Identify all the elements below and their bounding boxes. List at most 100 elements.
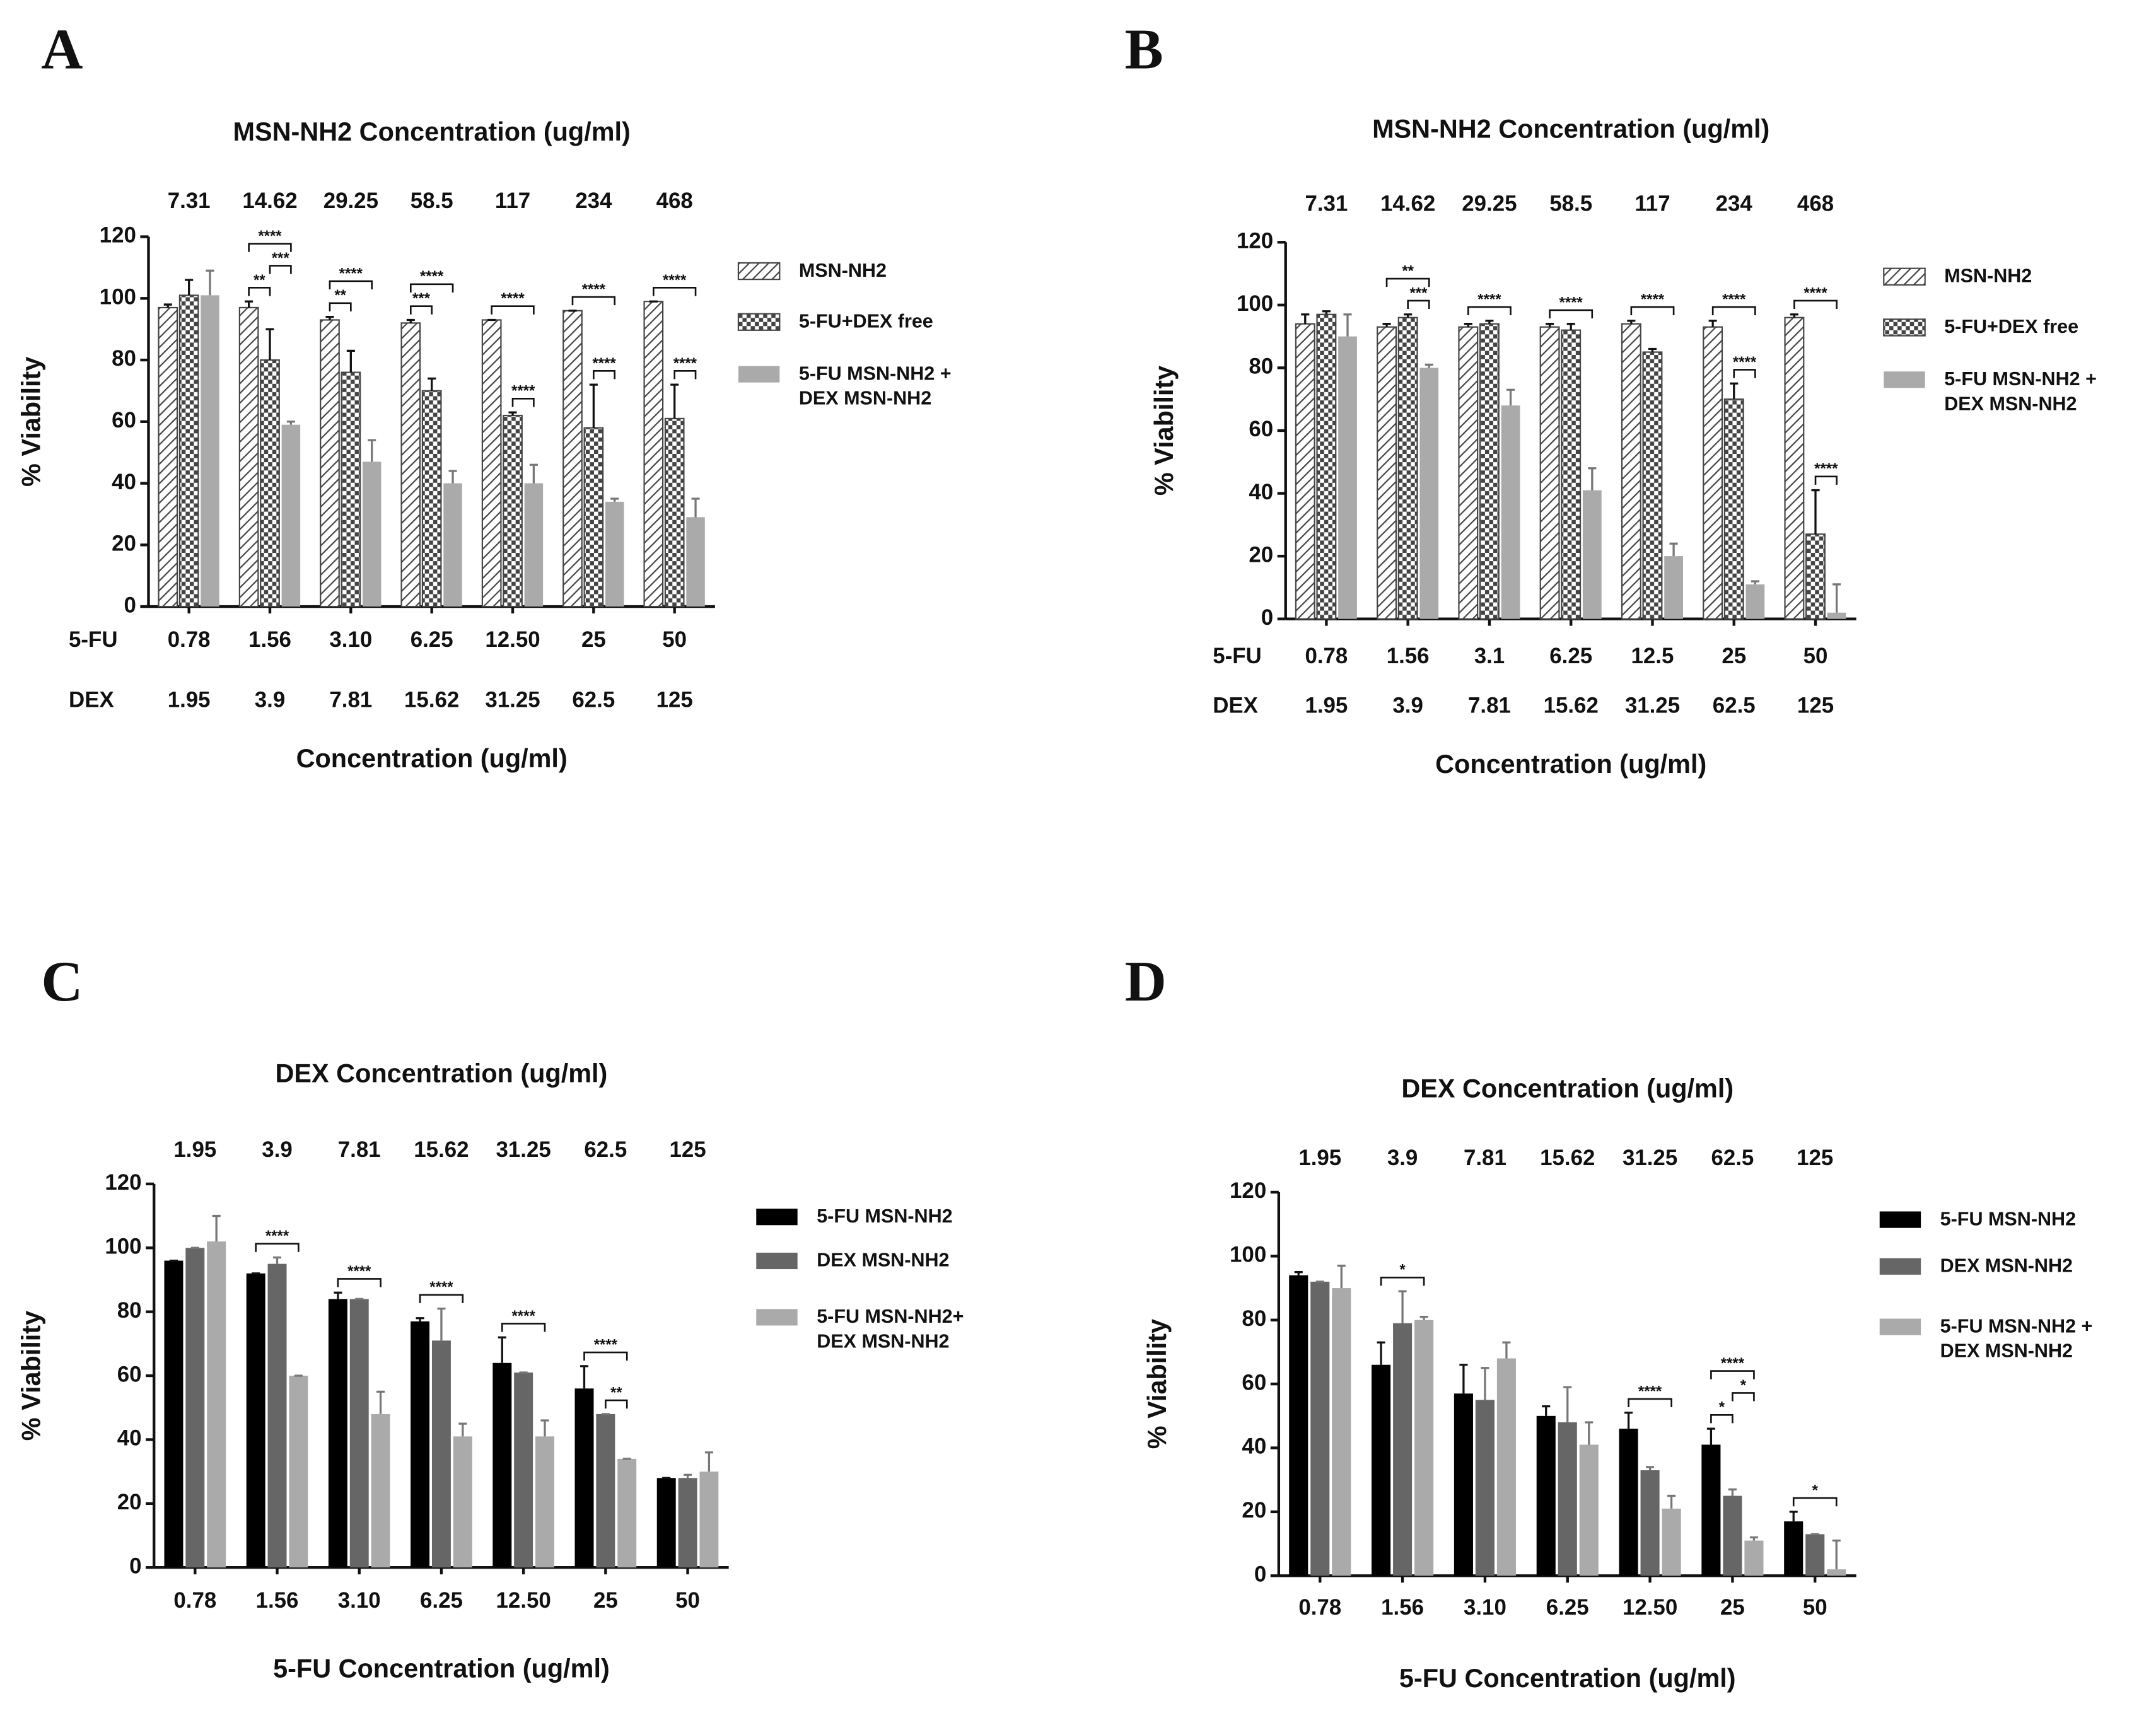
legend-label: 5-FU MSN-NH2+ DEX MSN-NH2	[817, 1304, 964, 1352]
bar	[686, 517, 705, 607]
legend-label-box: 5-FU MSN-NH2+ DEX MSN-NH2	[817, 1304, 964, 1352]
significance-bracket	[329, 280, 373, 289]
bar	[1805, 1534, 1825, 1576]
error-bar	[1624, 1412, 1633, 1429]
y-tick-label: 120	[1230, 1178, 1266, 1203]
error-bar	[580, 1365, 589, 1389]
x-tick-label: 1.56	[1381, 1595, 1424, 1620]
bar	[1805, 533, 1826, 620]
significance-bracket	[1380, 1277, 1425, 1286]
bar	[453, 1436, 472, 1568]
bar	[562, 310, 583, 608]
legend-swatch	[1879, 1258, 1921, 1275]
panel-letter: B	[1125, 17, 1163, 81]
top-tick-label: 29.25	[323, 189, 378, 213]
error-bar	[1588, 467, 1597, 491]
error-bar	[1464, 323, 1472, 327]
bar	[1640, 1470, 1660, 1576]
top-axis-title: DEX Concentration (ug/ml)	[276, 1059, 608, 1088]
bar	[185, 1248, 205, 1568]
top-tick-label: 117	[1634, 192, 1670, 216]
x-tick-label: 0.78	[1298, 1595, 1341, 1620]
legend-label-box: MSN-NH2	[799, 258, 887, 281]
x-tick-label: 50	[675, 1588, 700, 1613]
legend-label-box: 5-FU MSN-NH2 + DEX MSN-NH2	[799, 362, 952, 409]
legend-label: 5-FU MSN-NH2 + DEX MSN-NH2	[1940, 1315, 2093, 1362]
bar	[1827, 1569, 1846, 1576]
y-tick-label: 0	[1254, 1562, 1266, 1587]
x-tick-label: 12.5	[1631, 644, 1674, 668]
significance-label: ***	[1409, 284, 1428, 301]
y-tick-label: 40	[1249, 480, 1273, 504]
significance-bracket	[248, 287, 271, 296]
bar	[267, 1263, 287, 1568]
dex-tick-label: 62.5	[572, 688, 615, 712]
error-bar	[1502, 1341, 1511, 1359]
significance-bracket	[1385, 277, 1430, 287]
x-tick-label: 0.78	[173, 1588, 216, 1613]
bar	[238, 306, 259, 608]
top-tick-label: 3.9	[1387, 1146, 1418, 1170]
y-tick-label: 20	[1249, 542, 1273, 567]
x-axis-title: Concentration (ug/ml)	[296, 744, 568, 773]
y-tick-label: 80	[1249, 354, 1273, 379]
y-tick-label: 60	[1242, 1370, 1266, 1395]
significance-bracket	[269, 265, 292, 274]
significance-label: ****	[663, 272, 687, 289]
significance-bracket	[1710, 1414, 1734, 1424]
y-tick-label: 80	[112, 346, 136, 371]
top-tick-label: 15.62	[1540, 1146, 1595, 1170]
y-tick-label: 20	[117, 1490, 142, 1514]
y-tick-label: 60	[1249, 417, 1273, 441]
bar	[605, 501, 624, 607]
y-tick-label: 60	[112, 408, 136, 432]
y-axis-title: % Viability	[1143, 1319, 1172, 1449]
error-bar	[1419, 1316, 1428, 1320]
top-tick-label: 7.31	[1305, 192, 1348, 216]
bar	[260, 359, 280, 608]
top-tick-label: 7.81	[1464, 1146, 1506, 1170]
bar	[535, 1436, 554, 1568]
error-bar	[540, 1419, 549, 1437]
bar	[1582, 490, 1602, 619]
bar	[1579, 1444, 1599, 1576]
significance-label: **	[1402, 262, 1414, 279]
panel-letter: D	[1125, 949, 1167, 1013]
significance-bracket	[673, 370, 697, 380]
significance-bracket	[491, 305, 535, 315]
significance-bracket	[1467, 306, 1512, 315]
error-bar	[691, 497, 700, 518]
bar	[596, 1414, 615, 1568]
y-tick-label: 20	[112, 531, 136, 556]
significance-label: ****	[1733, 354, 1757, 371]
y-tick-label: 100	[105, 1234, 141, 1258]
legend-swatch	[756, 1209, 798, 1226]
x-tick-label: 12.50	[1623, 1595, 1677, 1620]
error-bar	[1566, 323, 1575, 330]
bar	[699, 1472, 719, 1568]
error-bar	[529, 463, 538, 484]
error-bar	[406, 318, 415, 323]
error-bar	[448, 470, 457, 484]
y-tick-label: 100	[1237, 291, 1273, 316]
error-bar	[458, 1422, 467, 1437]
top-tick-label: 15.62	[414, 1137, 469, 1162]
y-tick-label: 80	[117, 1298, 142, 1323]
panel-letter: C	[41, 949, 83, 1013]
bar	[341, 371, 361, 608]
legend-swatch	[1884, 371, 1925, 388]
error-bar	[346, 349, 355, 373]
x-tick-label: 12.50	[496, 1588, 551, 1613]
significance-label: ****	[347, 1263, 371, 1280]
bar	[1316, 313, 1337, 620]
dex-tick-label: 3.9	[255, 688, 285, 712]
error-bar	[1728, 1488, 1737, 1496]
top-tick-label: 58.5	[411, 189, 453, 213]
significance-bracket	[583, 1351, 628, 1361]
bar	[1295, 323, 1315, 620]
bar	[1289, 1275, 1308, 1576]
significance-bracket	[1407, 299, 1430, 310]
significance-label: ****	[592, 355, 616, 372]
error-bar	[437, 1307, 446, 1341]
dex-tick-label: 125	[656, 688, 693, 712]
